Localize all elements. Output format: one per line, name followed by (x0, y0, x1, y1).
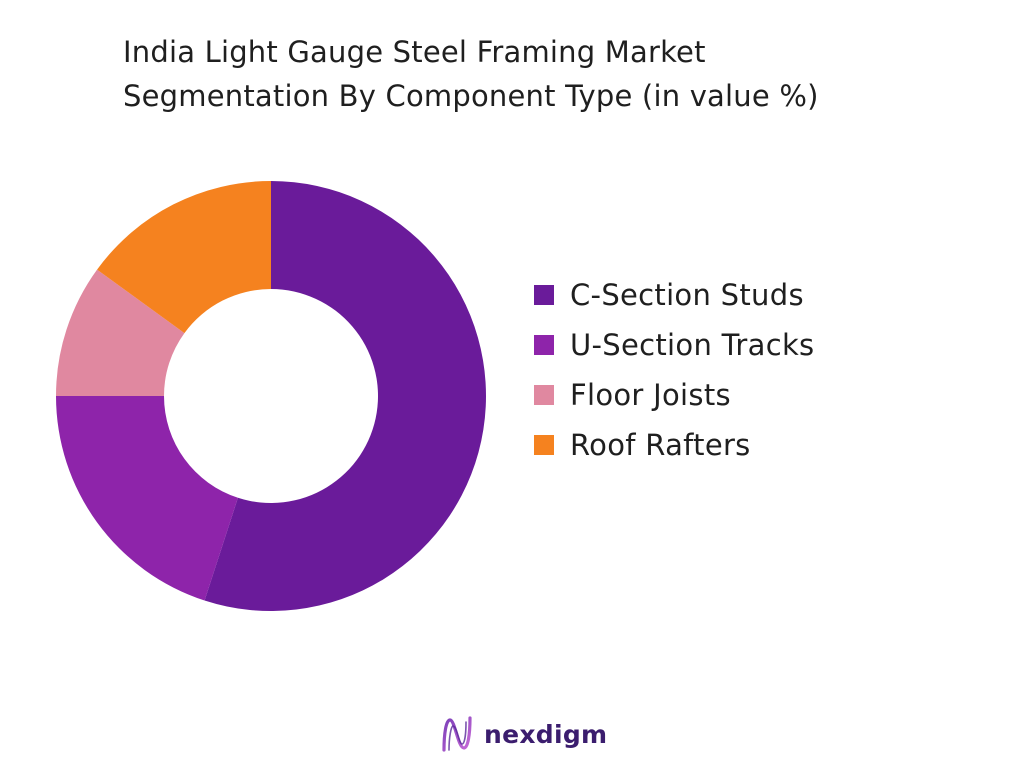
chart-title-line-2: Segmentation By Component Type (in value… (123, 79, 819, 113)
donut-slice-c-section-studs (204, 181, 487, 612)
legend-swatch (534, 335, 554, 355)
legend-swatch (534, 385, 554, 405)
legend-item-c-section-studs: C-Section Studs (534, 270, 814, 320)
legend-swatch (534, 285, 554, 305)
legend-label: C-Section Studs (570, 278, 804, 312)
legend-label: U-Section Tracks (570, 328, 815, 362)
legend-item-roof-rafters: Roof Rafters (534, 420, 814, 470)
logo-text: nexdigm (484, 719, 608, 749)
chart-title-line-1: India Light Gauge Steel Framing Market (123, 35, 706, 69)
legend-label: Floor Joists (570, 378, 731, 412)
donut-slice-u-section-tracks (56, 396, 238, 601)
nexdigm-logo: nexdigm (440, 712, 607, 756)
nexdigm-logo-icon (442, 716, 472, 752)
donut-slice-floor-joists (56, 269, 185, 396)
chart-legend: C-Section Studs U-Section Tracks Floor J… (534, 270, 814, 470)
donut-slice-roof-rafters (97, 181, 272, 334)
legend-swatch (534, 435, 554, 455)
donut-chart (56, 181, 487, 612)
chart-title: India Light Gauge Steel Framing Market S… (123, 30, 819, 118)
legend-label: Roof Rafters (570, 428, 751, 462)
legend-item-u-section-tracks: U-Section Tracks (534, 320, 814, 370)
legend-item-floor-joists: Floor Joists (534, 370, 814, 420)
